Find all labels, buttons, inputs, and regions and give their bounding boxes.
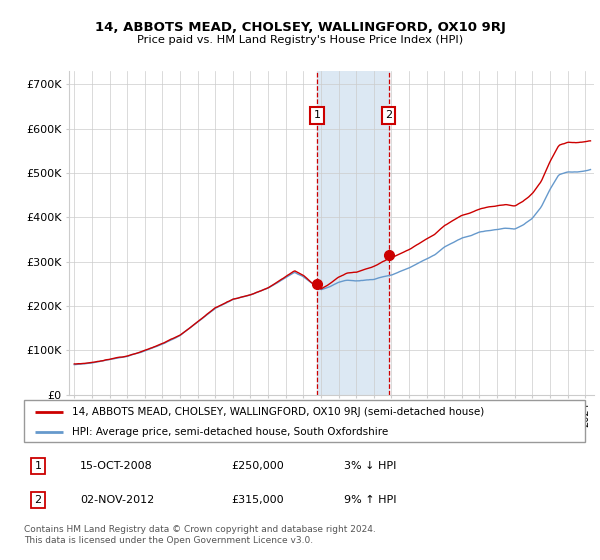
Text: 2: 2	[34, 495, 41, 505]
FancyBboxPatch shape	[24, 400, 585, 442]
Text: 2: 2	[385, 110, 392, 120]
Text: 3% ↓ HPI: 3% ↓ HPI	[344, 461, 396, 471]
Text: 02-NOV-2012: 02-NOV-2012	[80, 495, 154, 505]
Text: Contains HM Land Registry data © Crown copyright and database right 2024.
This d: Contains HM Land Registry data © Crown c…	[24, 525, 376, 545]
Text: 9% ↑ HPI: 9% ↑ HPI	[344, 495, 396, 505]
Text: £315,000: £315,000	[232, 495, 284, 505]
Text: HPI: Average price, semi-detached house, South Oxfordshire: HPI: Average price, semi-detached house,…	[71, 427, 388, 437]
Text: £250,000: £250,000	[232, 461, 284, 471]
Text: 14, ABBOTS MEAD, CHOLSEY, WALLINGFORD, OX10 9RJ (semi-detached house): 14, ABBOTS MEAD, CHOLSEY, WALLINGFORD, O…	[71, 407, 484, 417]
Text: Price paid vs. HM Land Registry's House Price Index (HPI): Price paid vs. HM Land Registry's House …	[137, 35, 463, 45]
Text: 1: 1	[314, 110, 321, 120]
Text: 15-OCT-2008: 15-OCT-2008	[80, 461, 153, 471]
Text: 1: 1	[35, 461, 41, 471]
Bar	[317, 71, 389, 395]
Text: 14, ABBOTS MEAD, CHOLSEY, WALLINGFORD, OX10 9RJ: 14, ABBOTS MEAD, CHOLSEY, WALLINGFORD, O…	[95, 21, 505, 34]
